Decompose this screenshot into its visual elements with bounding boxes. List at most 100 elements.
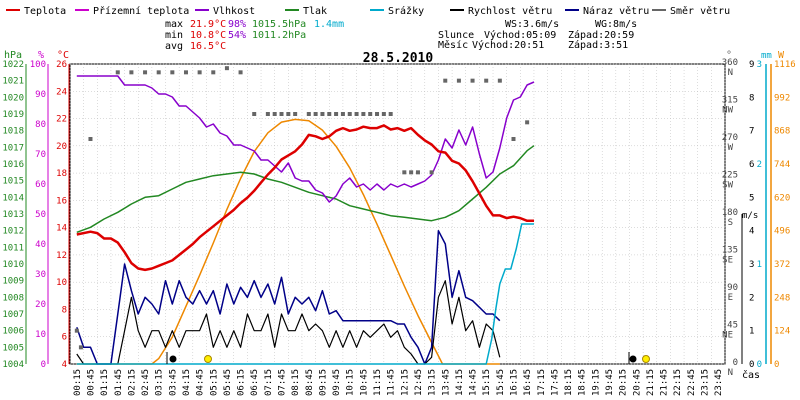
ws-value: WS:3.6m/s [505,19,559,30]
wind-dir-point [402,170,407,175]
event-markers [166,352,650,364]
temp-tick: 22 [56,115,67,125]
wind-dir-point [511,137,516,141]
x-tick-label: 04:15 [182,369,192,396]
x-tick-label: 01:45 [114,369,124,396]
wind-dir-point [443,78,448,83]
precip-tick: 0 [757,360,762,370]
compass-label: N [728,368,733,378]
pressure-tick: 1019 [2,110,24,120]
temp-tick: 4 [62,360,67,370]
wind-dir-point [375,112,380,116]
x-tick-label: 09:15 [318,369,328,396]
x-tick-label: 17:45 [550,369,560,396]
legend-label-wind_gust: Náraz větru [583,5,649,17]
compass-label: NW [722,106,733,116]
x-tick-label: 16:15 [509,369,519,396]
wind-dir-tick: 180 [722,208,738,218]
humidity-tick: 20 [35,300,46,310]
compass-label: E [728,293,733,303]
wind-dir-point [252,112,257,116]
pressure-tick: 1008 [2,293,24,303]
pressure-tick: 1011 [2,243,24,253]
wind-dir-point [320,112,325,116]
legend-label-wind_dir: Směr větru [670,5,730,17]
legend-label-pressure: Tlak [303,6,327,17]
precip-tick: 1 [757,260,762,270]
x-tick-label: 05:45 [223,369,233,396]
pressure-tick: 1004 [2,360,24,370]
x-tick-label: 06:15 [237,369,247,396]
temp-tick: 16 [56,196,67,206]
x-tick-label: 17:15 [537,369,547,396]
humidity-tick: 70 [35,150,46,160]
wind-dir-point [306,112,311,116]
wind-dir-point [129,70,134,75]
wg-value: WG:8m/s [595,19,637,30]
wind-dir-point [224,66,229,71]
temp-tick: 20 [56,142,67,152]
chart-title: 28.5.2010 [363,51,434,66]
humidity-tick: 10 [35,330,46,340]
legend-label-humidity: Vlhkost [213,6,255,17]
wind-ms-tick: 0 [749,360,754,370]
pressure-tick: 1022 [2,60,24,70]
avg-label: avg [165,41,183,52]
wind-dir-point [361,112,366,116]
wind-dir-point [381,112,386,116]
series [74,66,535,365]
pressure-tick: 1015 [2,177,24,187]
moon-label: Měsíc [438,39,468,51]
solar-tick: 868 [774,127,790,137]
min-hum: 54% [228,30,246,41]
humidity-tick: 60 [35,180,46,190]
wind-dir-point [170,70,175,75]
legend-label-temp: Teplota [24,6,66,17]
x-tick-label: 02:45 [141,369,151,396]
solar-tick: 744 [774,160,790,170]
x-tick-label: 00:15 [73,369,83,396]
wind-ms-tick: 6 [749,160,754,170]
wind-dir-point [88,137,93,141]
max-label: max [165,19,183,30]
pressure-tick: 1005 [2,343,24,353]
wind-ms-tick: 5 [749,193,754,203]
moon-rise: Východ:20:51 [472,39,544,51]
pressure-tick: 1006 [2,327,24,337]
precip-tick: 2 [757,160,762,170]
temp-tick: 24 [56,87,67,97]
left-axes: 1004100510061007100810091010101110121013… [2,60,70,370]
x-tick-label: 22:15 [673,369,683,396]
wind-dir-point [340,112,345,116]
wind-dir-point [327,112,332,116]
grid [69,63,726,365]
series-line-temp [76,124,534,272]
x-tick-label: 15:45 [496,369,506,396]
wind-dir-point [156,70,161,75]
wind-ms-tick: 9 [749,60,754,70]
wind-ms-tick: 7 [749,127,754,137]
x-tick-label: 19:45 [605,369,615,396]
x-tick-label: 15:15 [482,369,492,396]
unit-wm2: W [778,50,785,61]
wind-ms-tick: 2 [749,293,754,303]
x-tick-label: 01:15 [100,369,110,396]
temp-tick: 6 [62,333,67,343]
moonrise-icon [629,355,637,363]
wind-dir-tick: 90 [727,283,738,293]
wind-dir-point [74,328,79,333]
compass-label: N [728,68,733,78]
solar-tick: 248 [774,293,790,303]
x-tick-label: 19:15 [591,369,601,396]
wind-dir-point [334,112,339,116]
series-line-humidity [76,75,535,203]
sun-label: Slunce [438,30,474,41]
compass-label: NE [722,331,733,341]
wind-dir-tick: 225 [722,171,738,181]
wind-dir-tick: 0 [733,358,738,368]
x-axis: 00:15 00:45 01:15 01:45 02:15 02:45 03:15 03:45… [73,369,724,396]
x-tick-label: 03:15 [155,369,165,396]
unit-mm: mm [761,51,772,61]
x-tick-label: 02:15 [127,369,137,396]
